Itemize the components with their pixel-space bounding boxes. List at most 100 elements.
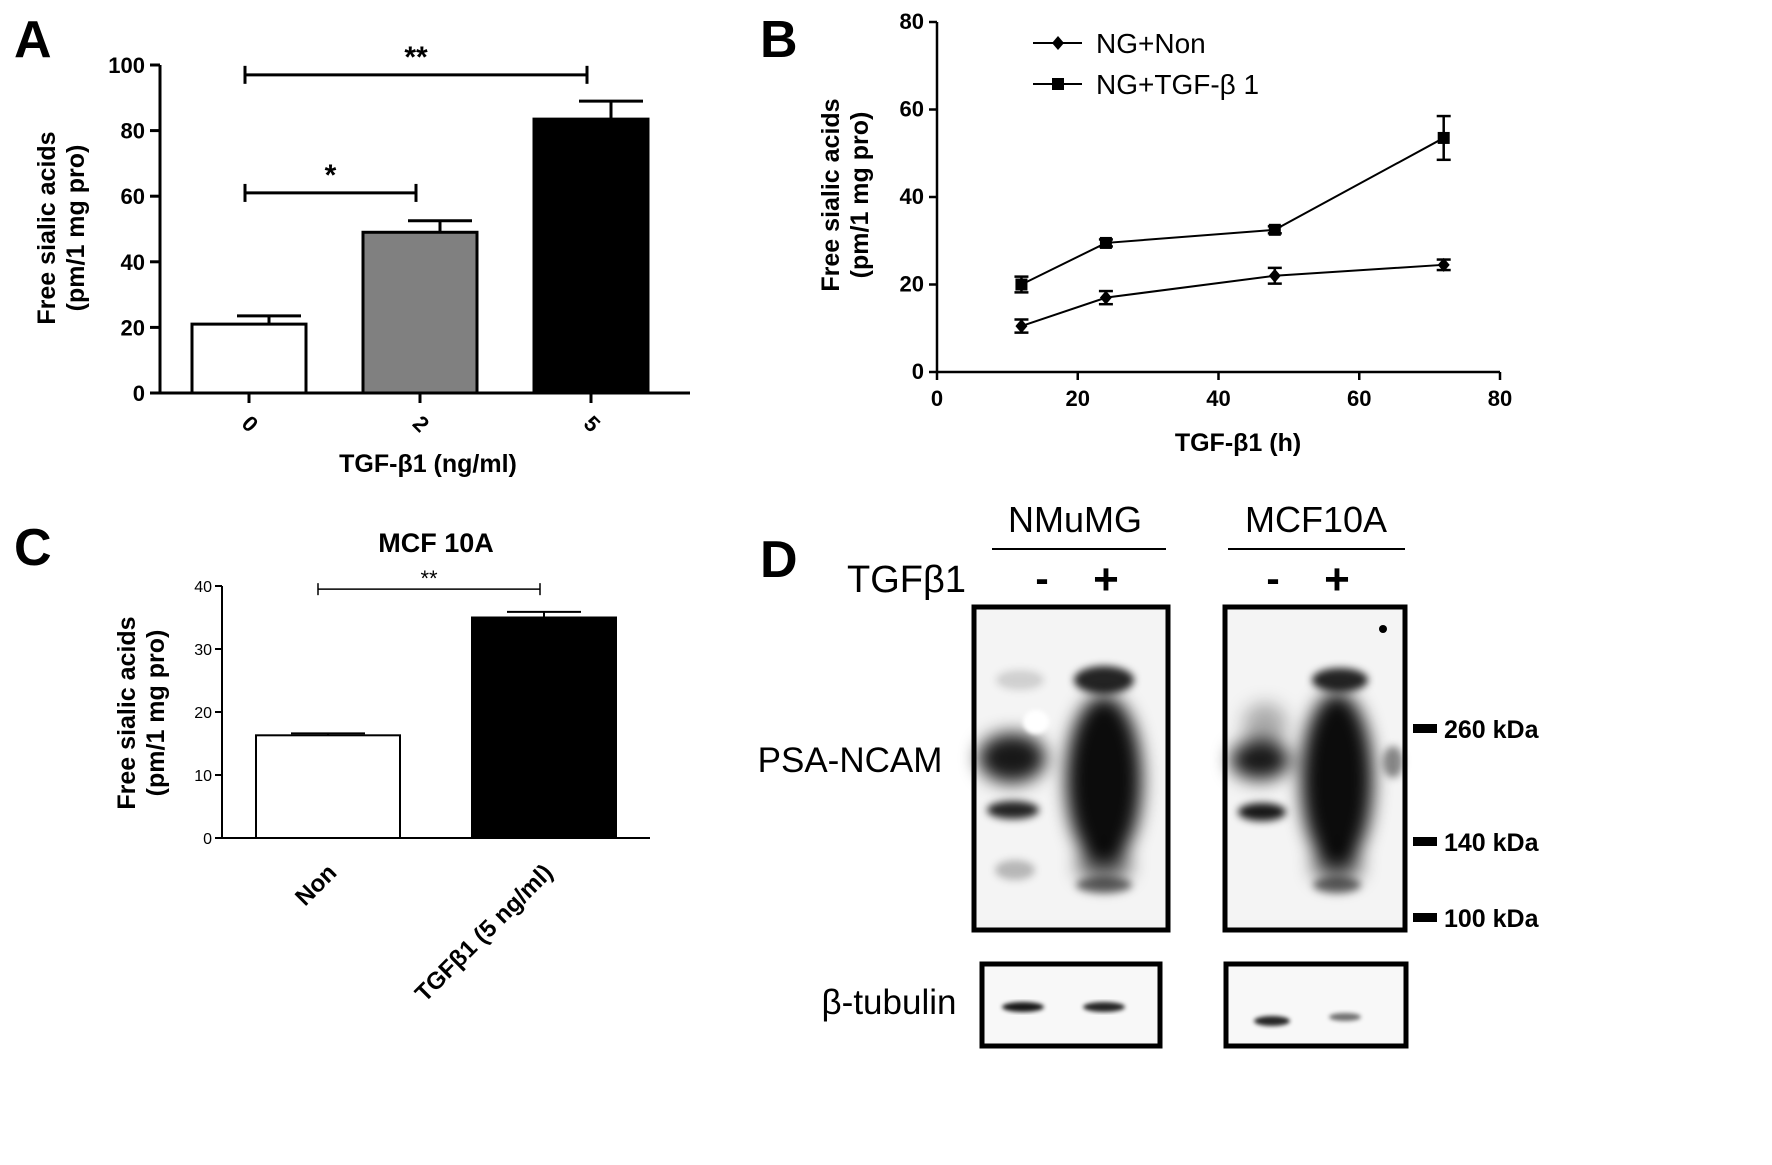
data-point bbox=[1015, 319, 1028, 334]
blot-lane-2-plus: + bbox=[1093, 555, 1119, 604]
data-point bbox=[1268, 268, 1281, 283]
data-point bbox=[1099, 236, 1112, 249]
series-line bbox=[1021, 137, 1445, 286]
x-tick-label: 0 bbox=[237, 411, 263, 437]
x-tick-label: 5 bbox=[579, 411, 605, 437]
x-tick-label: 20 bbox=[1066, 386, 1090, 411]
blot-lane-4-plus: + bbox=[1324, 555, 1350, 604]
blot-row-beta-tubulin: β-tubulin bbox=[822, 983, 957, 1022]
y-tick-label: 80 bbox=[900, 9, 924, 34]
panel-a-x-axis-label: TGF-β1 (ng/ml) bbox=[339, 450, 517, 478]
panel-c-bars bbox=[255, 610, 617, 839]
y-tick-label: 10 bbox=[194, 768, 212, 785]
panel-b-y-axis-label: Free sialic acids (pm/1 mg pro) bbox=[817, 98, 874, 291]
panel-d-blot: NMuMG MCF10A TGFβ1 - + - + PSA-NCAM β-tu… bbox=[758, 499, 1540, 1049]
panel-label-b: B bbox=[760, 11, 798, 69]
marker-140-label: 140 kDa bbox=[1444, 829, 1540, 857]
blot-group-mcf10a: MCF10A bbox=[1245, 499, 1387, 540]
blot-group-nmumg: NMuMG bbox=[1008, 499, 1142, 540]
bar bbox=[190, 322, 308, 395]
legend-label: NG+Non bbox=[1096, 28, 1206, 59]
y-tick-label: 60 bbox=[900, 97, 924, 122]
blot-tubulin-nmumg bbox=[979, 961, 1163, 1049]
bar bbox=[361, 230, 479, 395]
y-label-line-1: Free sialic acids bbox=[113, 616, 141, 809]
blot-psa-ncam-mcf10a bbox=[1222, 604, 1408, 933]
blot-lane-3-minus: - bbox=[1266, 557, 1279, 601]
marker-tick-100 bbox=[1413, 913, 1437, 922]
y-tick-label: 20 bbox=[121, 315, 145, 340]
y-tick-label: 60 bbox=[121, 184, 145, 209]
blot-row-psa-ncam: PSA-NCAM bbox=[758, 741, 943, 780]
y-label-line-1: Free sialic acids bbox=[817, 98, 845, 291]
x-tick-label: 2 bbox=[408, 411, 434, 437]
y-tick-label: 80 bbox=[121, 119, 145, 144]
y-label-line-2: (pm/1 mg pro) bbox=[846, 112, 874, 279]
y-tick-label: 30 bbox=[194, 642, 212, 659]
data-point bbox=[1268, 223, 1281, 236]
y-label-line-2: (pm/1 mg pro) bbox=[142, 630, 170, 797]
legend-marker bbox=[1052, 78, 1064, 90]
series-line bbox=[1021, 263, 1444, 328]
panel-a-significance: *** bbox=[243, 41, 589, 202]
panel-label-d: D bbox=[760, 531, 798, 589]
y-tick-label: 100 bbox=[108, 53, 145, 78]
marker-260-label: 260 kDa bbox=[1444, 716, 1540, 744]
x-tick-label: 80 bbox=[1488, 386, 1512, 411]
y-tick-label: 0 bbox=[912, 359, 924, 384]
panel-c-chart: MCF 10A Free sialic acids (pm/1 mg pro) … bbox=[113, 528, 650, 1007]
legend-marker bbox=[1052, 36, 1064, 50]
panel-a-x-ticks: 0 2 5 bbox=[237, 393, 605, 437]
blot-treatment-label: TGFβ1 bbox=[847, 559, 966, 601]
x-tick-label: Non bbox=[290, 859, 342, 911]
blot-mw-markers: 260 kDa 140 kDa 100 kDa bbox=[1413, 716, 1540, 933]
marker-tick-140 bbox=[1413, 837, 1437, 846]
y-tick-label: 20 bbox=[194, 705, 212, 722]
panel-label-c: C bbox=[14, 519, 52, 577]
bar bbox=[255, 734, 401, 839]
panel-a-bars bbox=[190, 99, 650, 395]
panel-a-y-axis-label: Free sialic acids (pm/1 mg pro) bbox=[33, 131, 90, 324]
panel-c-y-ticks: 0 10 20 30 40 bbox=[194, 579, 222, 848]
panel-c-y-axis-label: Free sialic acids (pm/1 mg pro) bbox=[113, 616, 170, 809]
panel-b-legend: NG+Non NG+TGF-β 1 bbox=[1033, 28, 1259, 100]
panel-b-x-axis-label: TGF-β1 (h) bbox=[1175, 429, 1301, 457]
x-tick-label: 40 bbox=[1206, 386, 1230, 411]
panel-b-chart: Free sialic acids (pm/1 mg pro) 0 20 40 60 8… bbox=[817, 9, 1512, 457]
panel-c-significance: ** bbox=[317, 566, 541, 596]
legend-label: NG+TGF-β 1 bbox=[1096, 69, 1259, 100]
significance-label: ** bbox=[420, 566, 438, 591]
blot-psa-ncam-nmumg bbox=[971, 604, 1171, 933]
y-label-line-1: Free sialic acids bbox=[33, 131, 61, 324]
x-tick-label: 60 bbox=[1347, 386, 1371, 411]
x-tick-label: 0 bbox=[931, 386, 943, 411]
panel-b-series bbox=[1014, 114, 1451, 334]
y-tick-label: 0 bbox=[203, 831, 212, 848]
data-point bbox=[1437, 257, 1450, 272]
y-label-line-2: (pm/1 mg pro) bbox=[62, 145, 90, 312]
panel-a-chart: Free sialic acids (pm/1 mg pro) 02040608… bbox=[33, 41, 690, 478]
y-tick-label: 40 bbox=[900, 184, 924, 209]
y-tick-label: 20 bbox=[900, 272, 924, 297]
bar bbox=[532, 117, 650, 395]
significance-label: * bbox=[325, 159, 337, 192]
significance-label: ** bbox=[404, 41, 428, 74]
panel-a-y-ticks: 0 20 40 60 80 100 bbox=[108, 53, 160, 406]
series-ng-tgf bbox=[1014, 114, 1451, 294]
data-point bbox=[1437, 131, 1450, 144]
panel-c-x-ticks: Non TGFβ1 (5 ng/ml) bbox=[290, 859, 558, 1007]
blot-tubulin-mcf10a bbox=[1223, 961, 1409, 1049]
y-tick-label: 40 bbox=[121, 250, 145, 275]
panel-label-a: A bbox=[14, 11, 52, 69]
y-tick-label: 40 bbox=[194, 579, 212, 596]
series-ng-non bbox=[1014, 257, 1451, 334]
panel-b-x-ticks: 0 20 40 60 80 bbox=[931, 372, 1512, 411]
data-point bbox=[1099, 290, 1112, 305]
data-point bbox=[1015, 278, 1028, 291]
marker-tick-260 bbox=[1413, 724, 1437, 733]
marker-100-label: 100 kDa bbox=[1444, 905, 1540, 933]
panel-b-y-ticks: 0 20 40 60 80 bbox=[900, 9, 937, 384]
x-tick-label: TGFβ1 (5 ng/ml) bbox=[410, 859, 558, 1007]
y-tick-label: 0 bbox=[133, 381, 145, 406]
panel-c-title: MCF 10A bbox=[378, 528, 494, 558]
